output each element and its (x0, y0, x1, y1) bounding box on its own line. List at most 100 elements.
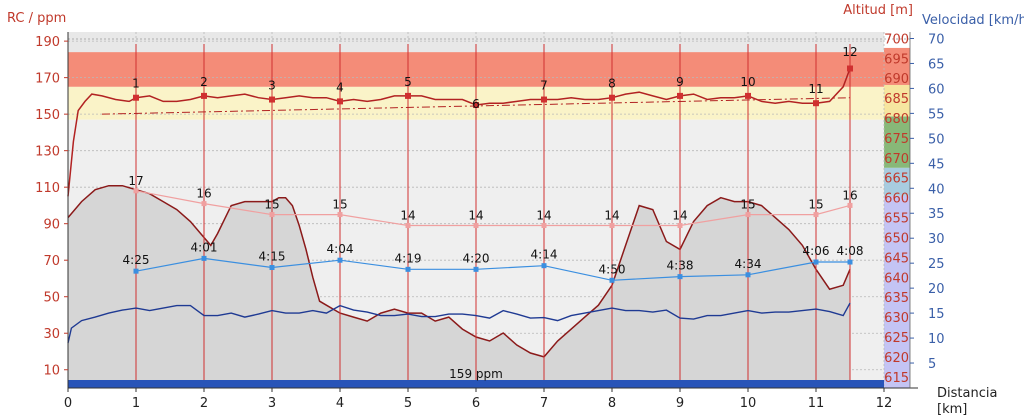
cadence-point (405, 223, 411, 229)
altitude-tick-label: 690 (884, 72, 909, 87)
pace-point (405, 266, 411, 272)
altitude-tick-label: 620 (884, 351, 909, 366)
hr-tick-label: 70 (43, 254, 60, 269)
speed-tick-label: 55 (928, 107, 945, 122)
altitude-zone-3 (884, 116, 910, 168)
pace-label: 4:04 (327, 242, 354, 256)
cadence-point (541, 223, 547, 229)
cadence-point (133, 188, 139, 194)
cadence-label: 14 (536, 209, 551, 223)
km-marker-point (813, 100, 819, 107)
pace-label: 4:19 (395, 251, 422, 265)
cadence-label: 14 (400, 209, 415, 223)
km-marker-point (269, 96, 275, 103)
altitude-tick-label: 630 (884, 311, 909, 326)
cadence-label: 14 (468, 209, 483, 223)
km-marker-label: 6 (472, 97, 480, 111)
km-marker-point (405, 92, 411, 99)
km-marker-label: 11 (808, 82, 823, 96)
speed-tick-label: 65 (928, 57, 945, 72)
x-axis-title: Distancia (937, 386, 997, 401)
altitude-zone-2 (884, 167, 910, 196)
pace-point (745, 272, 751, 278)
altitude-zone-4 (884, 84, 910, 117)
x-tick-label: 6 (472, 396, 480, 411)
speed-line (67, 302, 851, 344)
speed-tick-label: 5 (928, 357, 936, 372)
pace-label: 4:20 (463, 251, 490, 265)
km-marker-label: 7 (540, 79, 548, 93)
km-marker-label: 8 (608, 77, 616, 91)
km-marker-point (745, 92, 751, 99)
x-tick-label: 5 (404, 396, 412, 411)
pace-label: 4:01 (191, 240, 218, 254)
cadence-label: 15 (332, 198, 347, 212)
pace-label: 4:08 (837, 244, 864, 258)
cadence-label: 16 (842, 188, 857, 202)
km-marker-label: 1 (132, 77, 140, 91)
x-tick-label: 8 (608, 396, 616, 411)
x-tick-label: 3 (268, 396, 276, 411)
altitude-tick-label: 635 (884, 291, 909, 306)
x-tick-label: 7 (540, 396, 548, 411)
speed-tick-label: 15 (928, 307, 945, 322)
x-tick-label: 9 (676, 396, 684, 411)
x-axis-unit: [km] (937, 402, 967, 416)
km-marker-label: 2 (200, 75, 208, 89)
cadence-label: 16 (196, 187, 211, 201)
cadence-point (813, 212, 819, 218)
hr-tick-label: 150 (35, 108, 60, 123)
cadence-label: 14 (672, 209, 687, 223)
hr-tick-label: 110 (35, 181, 60, 196)
altitude-area (68, 185, 850, 388)
speed-tick-label: 10 (928, 332, 945, 347)
cadence-point (269, 212, 275, 218)
cadence-point (201, 201, 207, 207)
hr-tick-label: 90 (43, 218, 60, 233)
pace-label: 4:38 (667, 259, 694, 273)
cadence-label: 14 (604, 209, 619, 223)
altitude-zone-5 (884, 47, 910, 85)
altitude-tick-label: 700 (884, 32, 909, 47)
speed-tick-label: 60 (928, 82, 945, 97)
pace-point (677, 274, 683, 280)
km-marker-label: 5 (404, 75, 412, 89)
cadence-point (847, 202, 853, 208)
pace-point (269, 265, 275, 271)
speed-tick-label: 45 (928, 157, 945, 172)
x-tick-label: 0 (64, 396, 72, 411)
heart-rate-line (67, 68, 851, 197)
hr-tick-label: 190 (35, 35, 60, 50)
altitude-tick-label: 625 (884, 331, 909, 346)
speed-tick-label: 40 (928, 182, 945, 197)
pace-point (541, 263, 547, 269)
km-marker-label: 12 (842, 45, 857, 59)
km-marker-point (847, 65, 853, 72)
cadence-point (745, 212, 751, 218)
hr-tick-label: 30 (43, 327, 60, 342)
cadence-point (677, 223, 683, 229)
km-marker-point (677, 92, 683, 99)
pace-point (813, 259, 819, 265)
cadence-label: 17 (128, 174, 143, 188)
hr-tick-label: 50 (43, 291, 60, 306)
km-marker-point (201, 92, 207, 99)
pace-label: 4:14 (531, 248, 558, 262)
cadence-point (473, 223, 479, 229)
km-marker-label: 9 (676, 75, 684, 89)
avg-hr-bar (68, 380, 884, 388)
speed-tick-label: 50 (928, 132, 945, 147)
speed-tick-label: 70 (928, 32, 945, 47)
altitude-tick-label: 640 (884, 271, 909, 286)
pace-line (135, 257, 850, 281)
pace-label: 4:34 (735, 257, 762, 271)
km-marker-point (337, 98, 343, 105)
cadence-point (337, 212, 343, 218)
cadence-line (135, 190, 851, 227)
pace-label: 4:06 (803, 244, 830, 258)
speed-tick-label: 35 (928, 207, 945, 222)
avg-hr-label: 159 ppm (449, 367, 503, 381)
cadence-point (609, 223, 615, 229)
